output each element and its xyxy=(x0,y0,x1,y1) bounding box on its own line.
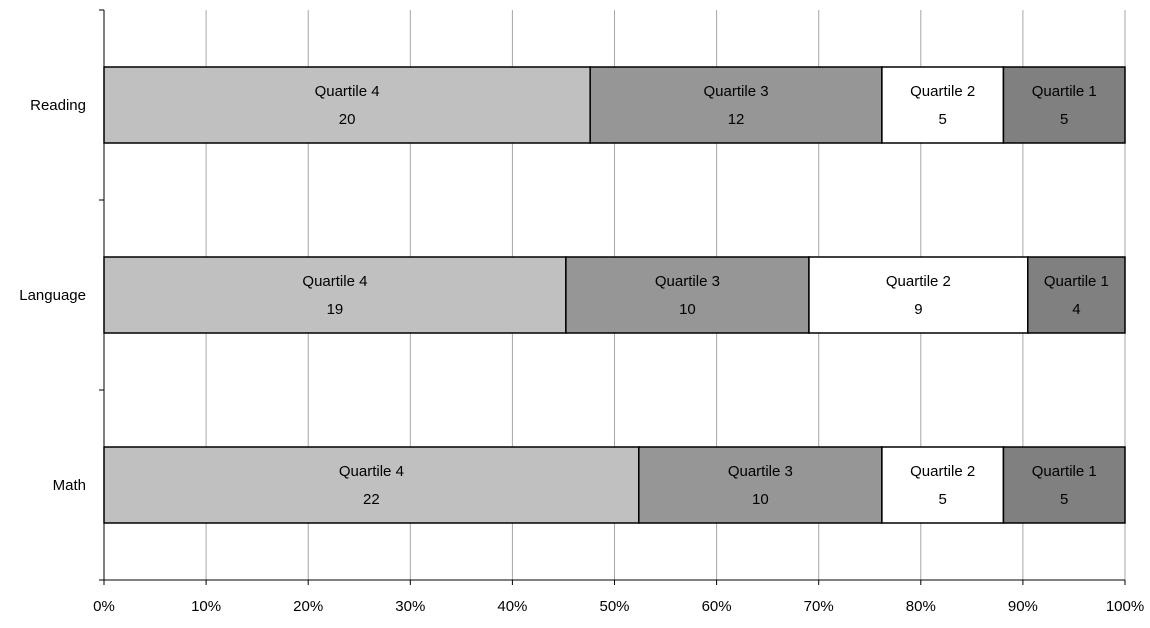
bar-language-quartile-1 xyxy=(1027,256,1126,334)
segment-name-language-quartile-1: Quartile 1 xyxy=(1044,273,1109,290)
category-label-reading: Reading xyxy=(30,97,86,114)
labels: 0% 10% 20% 30% 40% 50% 60% 70% 80% 90% 100% Reading… xyxy=(19,83,1144,615)
segment-name-language-quartile-3: Quartile 3 xyxy=(655,273,720,290)
segment-name-language-quartile-2: Quartile 2 xyxy=(886,273,951,290)
x-tick-label-30: 30% xyxy=(395,598,425,615)
bar-reading-quartile-4 xyxy=(103,66,591,144)
segment-value-reading-quartile-4: 20 xyxy=(339,111,356,128)
x-tick-label-90: 90% xyxy=(1008,598,1038,615)
segment-name-reading-quartile-3: Quartile 3 xyxy=(704,83,769,100)
x-tick-label-20: 20% xyxy=(293,598,323,615)
bar-language-quartile-4 xyxy=(103,256,567,334)
bar-reading-quartile-2 xyxy=(881,66,1005,144)
bar-math-quartile-4 xyxy=(103,446,640,524)
segment-value-reading-quartile-1: 5 xyxy=(1060,111,1068,128)
segment-value-language-quartile-1: 4 xyxy=(1072,301,1080,318)
x-tick-label-80: 80% xyxy=(906,598,936,615)
x-tick-label-40: 40% xyxy=(497,598,527,615)
segment-value-reading-quartile-3: 12 xyxy=(728,111,745,128)
bar-math-quartile-2 xyxy=(881,446,1005,524)
x-tick-label-10: 10% xyxy=(191,598,221,615)
x-tick-label-100: 100% xyxy=(1106,598,1144,615)
axes xyxy=(99,9,1126,585)
x-tick-label-70: 70% xyxy=(804,598,834,615)
segment-value-math-quartile-4: 22 xyxy=(363,491,380,508)
segment-name-reading-quartile-2: Quartile 2 xyxy=(910,83,975,100)
segment-value-math-quartile-3: 10 xyxy=(752,491,769,508)
x-tick-label-60: 60% xyxy=(702,598,732,615)
bar-reading-quartile-3 xyxy=(589,66,883,144)
segment-name-math-quartile-1: Quartile 1 xyxy=(1032,463,1097,480)
bar-math-quartile-1 xyxy=(1002,446,1126,524)
x-tick-label-0: 0% xyxy=(93,598,115,615)
bar-math-quartile-3 xyxy=(638,446,883,524)
category-label-math: Math xyxy=(53,477,86,494)
segment-value-language-quartile-4: 19 xyxy=(327,301,344,318)
segment-name-math-quartile-4: Quartile 4 xyxy=(339,463,404,480)
segment-value-language-quartile-2: 9 xyxy=(914,301,922,318)
segment-name-math-quartile-3: Quartile 3 xyxy=(728,463,793,480)
category-label-language: Language xyxy=(19,287,86,304)
segment-value-math-quartile-1: 5 xyxy=(1060,491,1068,508)
segment-name-reading-quartile-4: Quartile 4 xyxy=(315,83,380,100)
x-tick-label-50: 50% xyxy=(599,598,629,615)
segment-name-reading-quartile-1: Quartile 1 xyxy=(1032,83,1097,100)
segment-value-language-quartile-3: 10 xyxy=(679,301,696,318)
bar-reading-quartile-1 xyxy=(1002,66,1126,144)
segment-name-language-quartile-4: Quartile 4 xyxy=(302,273,367,290)
segment-value-math-quartile-2: 5 xyxy=(939,491,947,508)
bar-language-quartile-3 xyxy=(565,256,810,334)
segment-name-math-quartile-2: Quartile 2 xyxy=(910,463,975,480)
bar-language-quartile-2 xyxy=(808,256,1029,334)
bar-segments xyxy=(103,66,1126,524)
segment-value-reading-quartile-2: 5 xyxy=(939,111,947,128)
